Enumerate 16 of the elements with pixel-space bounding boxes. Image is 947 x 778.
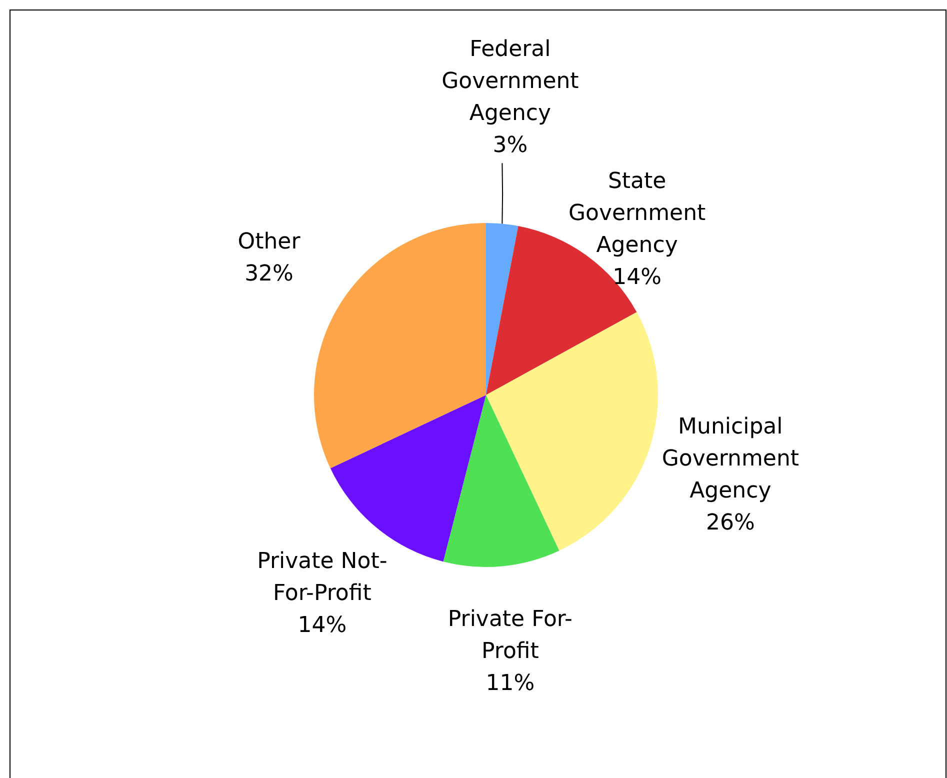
data-label: 14% [298,613,347,638]
slice-label: Private For-Profit [448,606,572,664]
pie-slice [443,395,560,567]
pie-slice [314,223,486,468]
data-label: 26% [706,510,755,536]
slice-label: State Government Agency [568,169,706,258]
slice-label: Federal Government Agency [442,37,580,126]
pie-slice [486,223,518,395]
data-label: 3% [492,133,528,158]
slice-label: Municipal Government Agency [662,414,800,504]
slice-label: Private Not-For-Profit [257,549,388,606]
data-label: 14% [612,265,662,290]
data-label: 32% [244,261,294,286]
pie-slice [486,312,658,551]
data-label: 11% [486,670,535,696]
slice-label: Other [238,229,302,254]
